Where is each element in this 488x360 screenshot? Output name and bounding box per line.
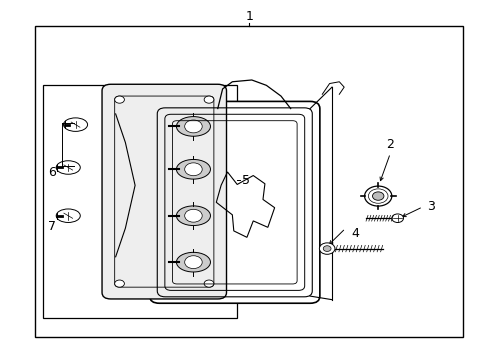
Circle shape: [391, 214, 403, 222]
Ellipse shape: [176, 206, 210, 226]
Circle shape: [319, 243, 334, 254]
Ellipse shape: [176, 159, 210, 179]
Text: 2: 2: [386, 138, 393, 151]
Circle shape: [115, 96, 124, 103]
Bar: [42, 85, 237, 318]
Ellipse shape: [176, 252, 210, 272]
Circle shape: [184, 256, 202, 269]
Circle shape: [115, 280, 124, 287]
Ellipse shape: [176, 117, 210, 136]
FancyBboxPatch shape: [149, 102, 319, 303]
FancyBboxPatch shape: [102, 84, 226, 299]
Circle shape: [203, 280, 213, 287]
Text: 1: 1: [245, 10, 253, 23]
Text: 5: 5: [242, 174, 249, 186]
Circle shape: [184, 163, 202, 176]
Circle shape: [203, 96, 213, 103]
Circle shape: [184, 209, 202, 222]
Ellipse shape: [63, 118, 87, 131]
Circle shape: [323, 246, 330, 251]
Circle shape: [364, 186, 391, 206]
Text: 4: 4: [351, 227, 359, 240]
Text: 3: 3: [426, 200, 434, 213]
Ellipse shape: [56, 161, 80, 174]
Ellipse shape: [56, 209, 80, 222]
Bar: [35, 26, 462, 337]
Circle shape: [372, 192, 383, 200]
Text: 6: 6: [48, 166, 56, 179]
Text: 7: 7: [48, 220, 56, 233]
Circle shape: [184, 120, 202, 133]
